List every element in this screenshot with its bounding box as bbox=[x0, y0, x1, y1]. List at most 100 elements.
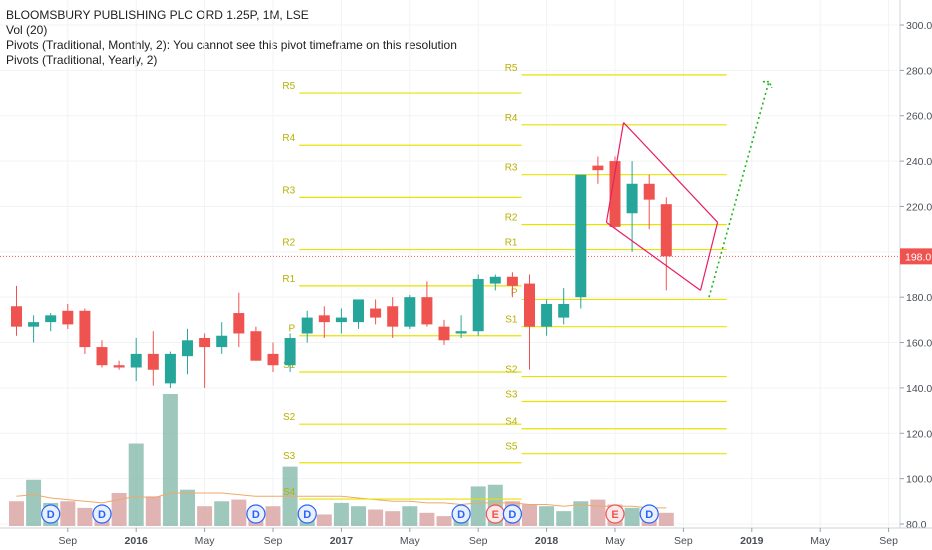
candle-body bbox=[28, 322, 40, 327]
candle-body bbox=[353, 299, 364, 323]
volume-bar bbox=[368, 509, 384, 526]
pivot-label: R4 bbox=[282, 133, 295, 144]
volume-bar bbox=[26, 479, 42, 526]
volume-bar bbox=[385, 511, 401, 526]
pattern-trendline bbox=[606, 221, 701, 291]
grid-lines bbox=[0, 0, 900, 528]
pivot-label: S3 bbox=[505, 390, 518, 401]
event-marker-label: D bbox=[98, 509, 106, 521]
pivot-label: R1 bbox=[282, 274, 295, 285]
candle-body bbox=[404, 297, 416, 327]
event-marker-label: D bbox=[457, 509, 465, 521]
volume-bar bbox=[436, 516, 452, 526]
volume-bar bbox=[197, 506, 213, 526]
candle-body bbox=[558, 303, 570, 318]
candle-body bbox=[284, 338, 296, 366]
pivot-label: R3 bbox=[282, 185, 295, 196]
pivot-label: S4 bbox=[505, 417, 518, 428]
event-marker-label: D bbox=[508, 509, 516, 521]
volume-bar bbox=[333, 502, 349, 526]
pattern-edge bbox=[699, 222, 719, 291]
current-price-label: 198.0 bbox=[905, 251, 931, 263]
candle-body bbox=[301, 317, 313, 334]
candle-body bbox=[113, 365, 125, 368]
candle-body bbox=[609, 161, 621, 227]
volume-bar bbox=[419, 512, 435, 526]
price-tick-label: 100.0 bbox=[906, 474, 932, 486]
volume-bar bbox=[145, 496, 161, 526]
candle-body bbox=[233, 313, 245, 334]
volume-bar bbox=[111, 493, 127, 526]
volume-bar bbox=[316, 514, 332, 526]
pattern-trendline bbox=[623, 122, 719, 223]
pivot-label: S1 bbox=[283, 360, 296, 371]
candle-body bbox=[62, 310, 74, 325]
event-marker-label: D bbox=[303, 509, 311, 521]
volume-bar bbox=[658, 512, 674, 526]
volume-bar bbox=[265, 506, 281, 526]
volume-bar bbox=[573, 501, 589, 526]
time-tick-label: May bbox=[810, 535, 831, 547]
volume-bar bbox=[556, 511, 572, 526]
dividend-marker bbox=[92, 504, 112, 524]
volume-bar bbox=[77, 507, 93, 526]
candle-body bbox=[147, 353, 159, 370]
candle-body bbox=[182, 340, 193, 357]
candle-body bbox=[130, 353, 142, 368]
candle-body bbox=[421, 297, 433, 325]
pivot-label: R5 bbox=[282, 81, 295, 92]
time-tick-label: 2019 bbox=[740, 535, 764, 547]
volume-bar bbox=[214, 501, 230, 526]
volume-bar bbox=[162, 394, 178, 526]
event-marker-label: D bbox=[47, 509, 55, 521]
candle-body bbox=[472, 279, 484, 332]
candle-body bbox=[11, 306, 22, 327]
pivot-label: S2 bbox=[283, 412, 296, 423]
time-tick-label: May bbox=[195, 535, 216, 547]
time-tick-label: Sep bbox=[469, 535, 488, 547]
candle-body bbox=[370, 308, 382, 318]
pivot-label: R4 bbox=[505, 113, 518, 124]
time-tick-label: Sep bbox=[674, 535, 693, 547]
candle-body bbox=[643, 183, 655, 200]
candle-body bbox=[660, 204, 672, 257]
pattern-edge bbox=[605, 122, 625, 223]
price-axis[interactable]: 300.0280.0260.0240.0220.0200.0180.0160.0… bbox=[899, 0, 932, 550]
volume-bar bbox=[60, 501, 76, 526]
pivot-label: P bbox=[511, 287, 518, 298]
pivot-levels: R5 R4 R3 R2 R1 P S1 S2 S3 S4 R5 R4 R3 R2 R1 P S1 S2 S3 S4 S5 bbox=[0, 63, 900, 500]
price-tick-label: 140.0 bbox=[906, 383, 932, 395]
event-marker-label: E bbox=[611, 509, 618, 521]
candle-body bbox=[335, 317, 347, 323]
projection-arrow-line bbox=[708, 81, 770, 298]
chart-legend: BLOOMSBURY PUBLISHING PLC ORD 1.25P, 1M,… bbox=[6, 8, 457, 68]
pivot-label: R2 bbox=[282, 238, 295, 249]
dividend-marker bbox=[639, 504, 659, 524]
pivot-label: S1 bbox=[505, 315, 518, 326]
price-tick-label: 300.0 bbox=[906, 20, 932, 32]
time-tick-label: Sep bbox=[879, 535, 898, 547]
price-tick-label: 220.0 bbox=[906, 201, 932, 213]
volume-bar bbox=[402, 506, 418, 526]
volume-bar bbox=[624, 507, 640, 526]
event-marker-label: D bbox=[645, 509, 653, 521]
candle-body bbox=[592, 165, 604, 171]
volume-bar bbox=[128, 443, 144, 526]
price-tick-label: 240.0 bbox=[906, 156, 932, 168]
candle-body bbox=[575, 174, 587, 298]
volume-bar bbox=[9, 501, 24, 526]
price-tick-label: 160.0 bbox=[906, 338, 932, 350]
symbol-title: BLOOMSBURY PUBLISHING PLC ORD 1.25P, 1M,… bbox=[6, 8, 309, 22]
time-tick-label: 2018 bbox=[535, 535, 559, 547]
time-tick-label: May bbox=[605, 535, 626, 547]
current-price-badge bbox=[900, 248, 932, 265]
pivot-label: R5 bbox=[505, 63, 518, 74]
time-axis[interactable]: Sep 2016 May Sep 2017 May Sep 2018 May Sep 2019 May… bbox=[0, 527, 932, 550]
volume-ma-line bbox=[16, 492, 667, 509]
dividend-marker bbox=[451, 504, 471, 524]
volume-bar bbox=[522, 504, 537, 526]
time-tick-label: Sep bbox=[58, 535, 77, 547]
price-axis-background bbox=[900, 0, 932, 550]
